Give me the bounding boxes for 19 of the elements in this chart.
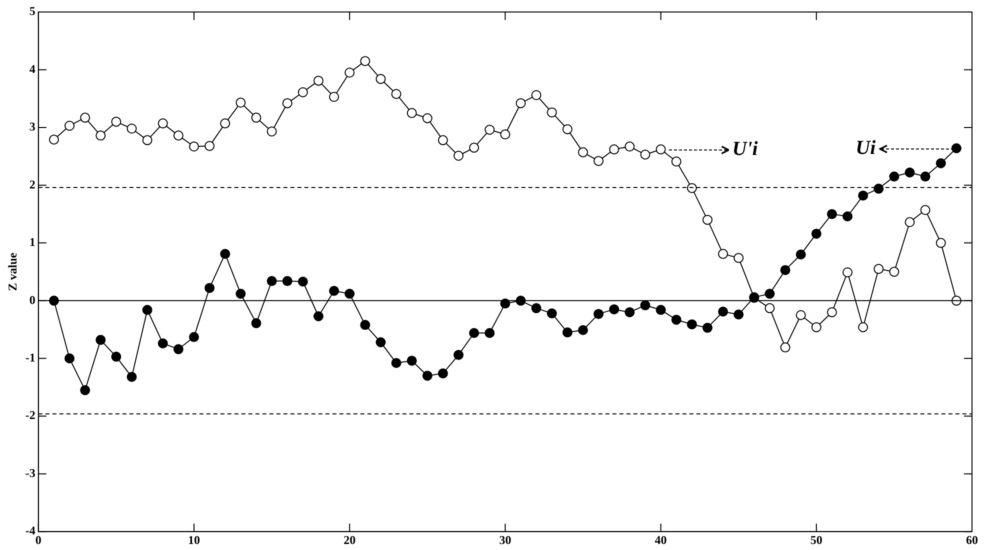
x-tick-label: 30 bbox=[499, 532, 512, 547]
y-tick-label: 5 bbox=[29, 4, 36, 18]
y-tick-label: 2 bbox=[29, 177, 36, 192]
x-tick-label: 10 bbox=[188, 532, 200, 547]
y-tick-label: 1 bbox=[29, 235, 36, 250]
y-tick-label: -3 bbox=[25, 466, 36, 480]
y-tick-label: 0 bbox=[29, 292, 36, 307]
annotation: Ui bbox=[856, 136, 876, 159]
x-tick-label: 50 bbox=[810, 532, 822, 547]
y-tick-label: -1 bbox=[25, 350, 36, 364]
y-tick-label: -4 bbox=[25, 524, 36, 538]
x-tick-label: 20 bbox=[344, 532, 356, 547]
annotation: U'i bbox=[732, 138, 758, 160]
x-tick-label: 60 bbox=[966, 532, 978, 547]
y-axis-title: Z value bbox=[5, 252, 20, 291]
y-tick-label: 3 bbox=[29, 120, 36, 134]
x-tick-label: 40 bbox=[654, 532, 667, 547]
y-tick-label: 4 bbox=[29, 62, 36, 76]
y-tick-label: -2 bbox=[25, 408, 36, 422]
